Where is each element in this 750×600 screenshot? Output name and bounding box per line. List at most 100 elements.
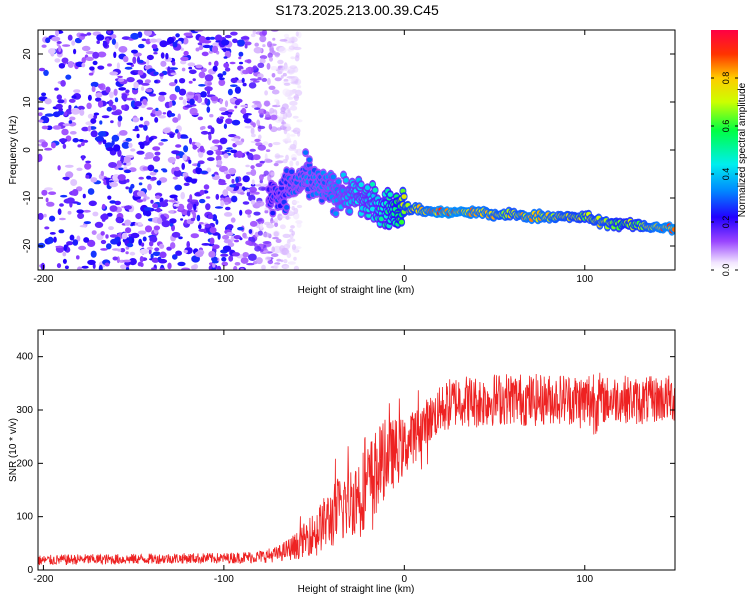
noise-blob bbox=[242, 113, 249, 120]
noise-blob bbox=[212, 65, 218, 72]
noise-blob bbox=[93, 112, 100, 116]
noise-blob bbox=[231, 119, 241, 126]
noise-blob bbox=[150, 253, 154, 259]
noise-blob bbox=[156, 180, 162, 186]
noise-blob bbox=[79, 225, 87, 228]
noise-blob bbox=[118, 167, 124, 171]
noise-blob bbox=[199, 198, 206, 204]
noise-blob bbox=[145, 38, 151, 45]
noise-blob bbox=[180, 56, 189, 61]
noise-blob bbox=[283, 33, 290, 38]
noise-blob bbox=[291, 244, 297, 251]
noise-blob bbox=[138, 59, 144, 64]
x-tick-label: -100 bbox=[214, 574, 234, 585]
noise-blob bbox=[271, 253, 279, 258]
noise-blob bbox=[296, 222, 302, 228]
noise-blob bbox=[257, 125, 266, 130]
noise-blob bbox=[58, 229, 65, 234]
y-tick-label: -10 bbox=[22, 190, 33, 205]
noise-blob bbox=[212, 139, 220, 144]
noise-blob bbox=[283, 128, 288, 135]
noise-blob bbox=[132, 117, 140, 123]
noise-blob bbox=[198, 84, 206, 87]
noise-blob bbox=[204, 97, 208, 104]
noise-blob bbox=[282, 159, 288, 164]
noise-blob bbox=[144, 65, 151, 70]
noise-blob bbox=[250, 165, 255, 170]
noise-blob bbox=[125, 137, 132, 142]
noise-blob bbox=[200, 91, 207, 98]
colorbar-label: Normalized spectral amplitude bbox=[737, 82, 748, 217]
noise-blob bbox=[277, 65, 283, 69]
noise-blob bbox=[257, 230, 263, 236]
noise-blob bbox=[106, 106, 113, 112]
noise-blob bbox=[236, 150, 243, 158]
noise-blob bbox=[61, 57, 69, 64]
noise-blob bbox=[254, 245, 262, 252]
colorbar-tick-label: 0.0 bbox=[721, 264, 731, 277]
noise-blob bbox=[131, 49, 138, 54]
noise-blob bbox=[188, 159, 192, 164]
noise-blob bbox=[258, 134, 262, 140]
noise-blob bbox=[215, 193, 220, 200]
noise-blob bbox=[206, 88, 211, 96]
noise-blob bbox=[130, 100, 136, 108]
noise-blob bbox=[146, 246, 154, 250]
noise-blob bbox=[87, 239, 96, 247]
noise-blob bbox=[274, 51, 280, 58]
noise-blob bbox=[207, 125, 213, 129]
noise-blob bbox=[211, 256, 218, 262]
noise-blob bbox=[200, 170, 208, 175]
noise-blob bbox=[289, 65, 298, 69]
noise-blob bbox=[175, 155, 180, 160]
noise-blob bbox=[120, 264, 127, 270]
noise-blob bbox=[117, 115, 123, 122]
noise-blob bbox=[160, 60, 167, 67]
noise-blob bbox=[111, 104, 117, 111]
noise-blob bbox=[106, 177, 110, 185]
noise-blob bbox=[264, 117, 272, 120]
noise-blob bbox=[289, 143, 297, 150]
noise-blob bbox=[280, 75, 284, 79]
noise-blob bbox=[183, 249, 188, 254]
noise-blob bbox=[292, 127, 301, 135]
noise-blob bbox=[144, 225, 153, 233]
noise-blob bbox=[230, 77, 238, 84]
noise-blob bbox=[230, 84, 238, 87]
noise-blob bbox=[210, 96, 219, 102]
noise-blob bbox=[252, 100, 261, 104]
noise-blob bbox=[38, 107, 45, 110]
noise-blob bbox=[195, 64, 203, 69]
noise-blob bbox=[257, 144, 266, 151]
noise-blob bbox=[240, 267, 244, 270]
noise-blob bbox=[142, 98, 148, 105]
noise-blob bbox=[171, 61, 176, 66]
noise-blob bbox=[285, 137, 292, 142]
noise-blob bbox=[208, 133, 212, 141]
noise-blob bbox=[192, 78, 196, 82]
noise-blob bbox=[261, 77, 268, 82]
noise-blob bbox=[159, 40, 168, 48]
noise-blob bbox=[100, 248, 108, 251]
noise-blob bbox=[137, 69, 144, 76]
noise-blob bbox=[271, 89, 280, 95]
noise-blob bbox=[158, 142, 164, 146]
noise-blob bbox=[202, 44, 212, 49]
y-tick-label: -20 bbox=[22, 238, 33, 253]
noise-blob bbox=[252, 65, 258, 70]
noise-blob bbox=[256, 119, 261, 127]
noise-blob bbox=[281, 247, 290, 256]
ridge-point bbox=[364, 185, 371, 191]
noise-blob bbox=[224, 67, 231, 72]
noise-blob bbox=[125, 251, 129, 255]
noise-blob bbox=[267, 52, 273, 59]
noise-blob bbox=[179, 78, 186, 84]
noise-blob bbox=[239, 192, 245, 195]
noise-blob bbox=[262, 44, 266, 48]
noise-blob bbox=[66, 241, 74, 246]
noise-blob bbox=[269, 107, 275, 114]
noise-blob bbox=[97, 131, 107, 137]
noise-blob bbox=[61, 128, 69, 136]
noise-blob bbox=[54, 87, 59, 91]
noise-blob bbox=[143, 30, 153, 36]
